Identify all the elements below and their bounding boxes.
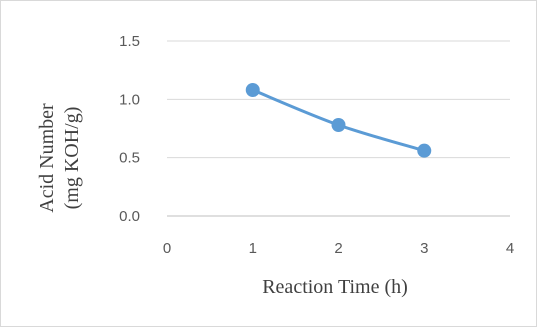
data-series [245,83,432,158]
y-tick-label: 1.0 [119,91,140,108]
y-tick-label: 0.5 [119,150,140,167]
x-tick-labels: 0 1 2 3 4 [163,240,514,257]
data-point [417,143,432,158]
y-axis-title-line2: (mg KOH/g) [61,107,83,210]
data-point [245,83,260,97]
x-axis-title: Reaction Time (h) [262,276,408,298]
y-tick-label: 1.5 [119,33,140,50]
y-axis-title-line1: Acid Number [36,103,58,213]
x-tick-label: 2 [334,240,342,257]
x-tick-label: 4 [506,240,514,257]
grid-lines [167,40,510,217]
y-tick-labels: 0.0 0.5 1.0 1.5 [119,33,140,225]
data-point [331,118,346,132]
x-tick-label: 3 [420,240,428,257]
x-tick-label: 1 [249,240,257,257]
x-tick-label: 0 [163,240,171,257]
y-tick-label: 0.0 [119,208,140,225]
